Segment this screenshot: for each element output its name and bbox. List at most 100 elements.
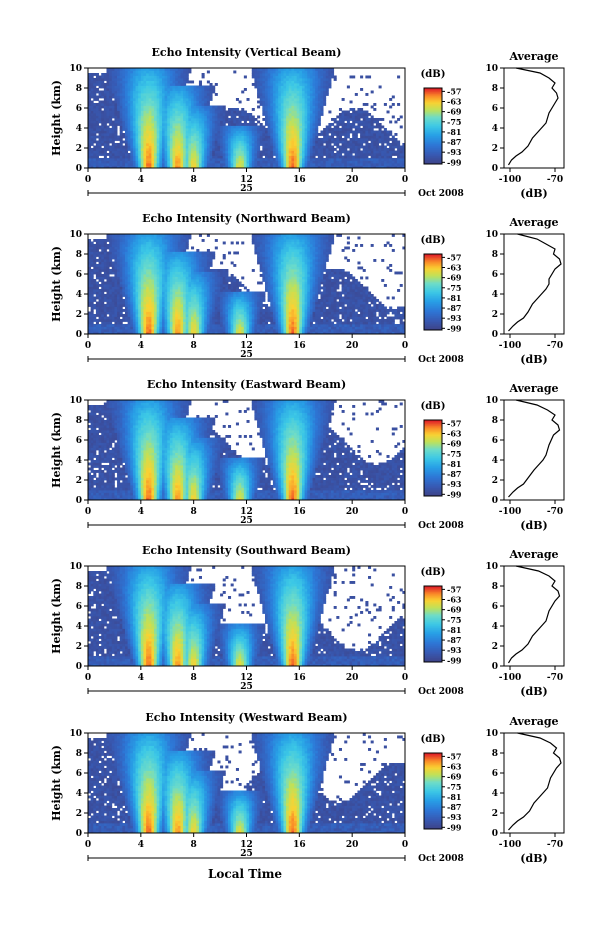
heatmap-cell [220, 158, 223, 161]
heatmap-cell [320, 133, 323, 136]
heatmap-cell [149, 242, 152, 245]
heatmap-cell [342, 123, 345, 126]
heatmap-cell [281, 106, 284, 109]
heatmap-cell [336, 123, 339, 126]
heatmap-cell [91, 324, 94, 327]
heatmap-cell [167, 153, 170, 156]
heatmap-cell [136, 78, 139, 81]
heatmap-cell [101, 242, 104, 245]
heatmap-cell [91, 158, 94, 161]
heatmap-cell [212, 123, 215, 126]
heatmap-cell [154, 93, 157, 96]
heatmap-cell [236, 108, 239, 111]
heatmap-cell [252, 158, 255, 161]
heatmap-cell [326, 131, 329, 134]
heatmap-cell [273, 113, 276, 116]
heatmap-cell [91, 101, 94, 104]
heatmap-cell [149, 247, 152, 250]
heatmap-cell [342, 118, 345, 121]
heatmap-cell [170, 111, 173, 114]
heatmap-cell [191, 148, 194, 151]
heatmap-cell [328, 161, 331, 164]
heatmap-cell [217, 133, 220, 136]
heatmap-cell [104, 319, 107, 322]
heatmap-cell [101, 314, 104, 317]
heatmap-cell [217, 146, 220, 149]
heatmap-cell [350, 116, 353, 119]
heatmap-cell [342, 158, 345, 161]
heatmap-cell [217, 141, 220, 144]
heatmap-cell [125, 242, 128, 245]
heatmap-cell [236, 161, 239, 164]
heatmap-cell [128, 322, 131, 325]
heatmap-cell [125, 111, 128, 114]
heatmap-cell [157, 153, 160, 156]
heatmap-cell [173, 103, 176, 106]
heatmap-cell [138, 126, 141, 129]
heatmap-cell [93, 156, 96, 159]
heatmap-cell [99, 143, 102, 146]
heatmap-cell [257, 106, 260, 109]
heatmap-cell [276, 128, 279, 131]
heatmap-cell [392, 153, 395, 156]
heatmap-cell [207, 88, 210, 91]
heatmap-cell [178, 128, 181, 131]
heatmap-cell [186, 161, 189, 164]
heatmap-cell [99, 312, 102, 315]
heatmap-cell [291, 151, 294, 154]
heatmap-cell [141, 101, 144, 104]
heatmap-cell [254, 158, 257, 161]
heatmap-cell [331, 131, 334, 134]
heatmap-cell [376, 121, 379, 124]
heatmap-cell [91, 131, 94, 134]
heatmap-cell [96, 123, 99, 126]
heatmap-cell [157, 319, 160, 322]
heatmap-cell [151, 274, 154, 277]
heatmap-cell [373, 146, 376, 149]
heatmap-cell [109, 317, 112, 320]
heatmap-cell [334, 133, 337, 136]
heatmap-cell [278, 78, 281, 81]
heatmap-cell [178, 111, 181, 114]
heatmap-cell [294, 76, 297, 79]
heatmap-cell [210, 96, 213, 99]
heatmap-cell [215, 121, 218, 124]
heatmap-cell [228, 108, 231, 111]
heatmap-cell [252, 141, 255, 144]
heatmap-cell [183, 156, 186, 159]
heatmap-cell [305, 101, 308, 104]
heatmap-cell [130, 247, 133, 250]
heatmap-cell [175, 151, 178, 154]
heatmap-cell [101, 309, 104, 312]
heatmap-cell [106, 161, 109, 164]
heatmap-cell [101, 116, 104, 119]
heatmap-cell [114, 133, 117, 136]
heatmap-cell [136, 98, 139, 101]
heatmap-cell [360, 138, 363, 141]
heatmap-cell [336, 143, 339, 146]
heatmap-cell [180, 73, 183, 76]
heatmap-cell [270, 111, 273, 114]
heatmap-cell [91, 106, 94, 109]
heatmap-cell [183, 88, 186, 91]
heatmap-cell [157, 118, 160, 121]
heatmap-cell [381, 156, 384, 159]
heatmap-cell [283, 78, 286, 81]
heatmap-cell [109, 259, 112, 262]
heatmap-cell [151, 128, 154, 131]
heatmap-cell [157, 274, 160, 277]
heatmap-cell [109, 309, 112, 312]
heatmap-cell [138, 327, 141, 330]
heatmap-cell [291, 101, 294, 104]
heatmap-cell [146, 309, 149, 312]
heatmap-cell [151, 103, 154, 106]
heatmap-cell [194, 146, 197, 149]
heatmap-cell [273, 118, 276, 121]
heatmap-cell [106, 158, 109, 161]
heatmap-cell [128, 113, 131, 116]
heatmap-cell [283, 81, 286, 84]
heatmap-cell [188, 146, 191, 149]
heatmap-cell [167, 156, 170, 159]
heatmap-cell [154, 131, 157, 134]
heatmap-cell [91, 88, 94, 91]
